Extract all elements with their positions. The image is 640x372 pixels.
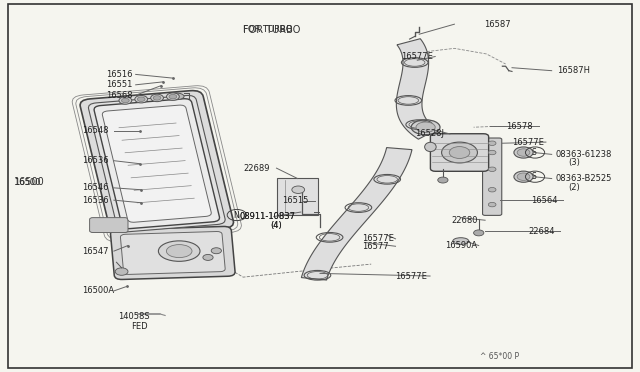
Circle shape [488,202,496,207]
Text: (2): (2) [568,183,580,192]
Text: 16577E: 16577E [362,234,394,243]
FancyBboxPatch shape [430,134,489,171]
Ellipse shape [159,241,200,261]
Text: 22689: 22689 [243,164,269,173]
Text: 16590A: 16590A [445,241,477,250]
Text: 16587: 16587 [484,20,511,29]
Text: (4): (4) [270,221,282,230]
Text: 16500: 16500 [14,177,45,187]
Text: 08363-61238: 08363-61238 [556,150,612,159]
FancyBboxPatch shape [483,138,502,215]
Text: (3): (3) [568,158,580,167]
Text: 16568: 16568 [106,91,132,100]
FancyBboxPatch shape [102,105,211,222]
FancyBboxPatch shape [80,91,234,237]
Circle shape [292,186,305,193]
Circle shape [166,93,179,100]
Circle shape [135,96,148,103]
FancyBboxPatch shape [88,96,225,232]
Text: 16516: 16516 [106,70,132,79]
Text: S: S [531,148,536,157]
Circle shape [488,141,496,145]
Circle shape [488,187,496,192]
Circle shape [442,142,477,163]
Text: 08911-10837: 08911-10837 [240,212,296,221]
Circle shape [122,98,129,103]
Circle shape [517,149,530,156]
Text: 16536: 16536 [82,156,109,165]
Text: 08363-B2525: 08363-B2525 [556,174,612,183]
Text: 16515: 16515 [282,196,308,205]
Text: 16500A: 16500A [82,286,114,295]
Text: 16500: 16500 [14,178,40,187]
Text: 16577E: 16577E [512,138,544,147]
Circle shape [514,147,533,158]
Text: 22680: 22680 [452,216,478,225]
Polygon shape [396,39,437,139]
Circle shape [449,147,470,158]
Circle shape [488,167,496,171]
Text: 16536: 16536 [82,196,109,205]
Text: 14058S: 14058S [118,312,150,321]
Ellipse shape [168,93,184,100]
Text: 16577: 16577 [362,242,388,251]
Circle shape [138,97,145,102]
Text: FED: FED [131,322,148,331]
Polygon shape [301,148,412,280]
Circle shape [474,230,484,236]
FancyBboxPatch shape [90,218,128,232]
Text: 16578: 16578 [506,122,532,131]
FancyBboxPatch shape [277,178,318,215]
Circle shape [119,97,132,104]
Circle shape [169,94,177,99]
FancyBboxPatch shape [111,227,235,279]
Text: 16577E: 16577E [401,52,433,61]
Text: FOR TURBO: FOR TURBO [243,25,301,35]
Text: 16551: 16551 [106,80,132,89]
Circle shape [514,171,533,182]
Text: FOR TURBO: FOR TURBO [243,25,292,34]
Text: 08911-10837: 08911-10837 [239,212,296,221]
Ellipse shape [425,142,436,152]
Text: 16564: 16564 [531,196,557,205]
Circle shape [115,268,128,275]
Text: 16546: 16546 [82,183,108,192]
Text: ^ 65*00 P: ^ 65*00 P [480,352,519,361]
Circle shape [517,173,530,180]
Ellipse shape [453,238,468,244]
Text: 16548: 16548 [82,126,108,135]
Text: N: N [233,211,239,219]
Circle shape [211,248,221,254]
Ellipse shape [416,122,435,132]
Circle shape [203,254,213,260]
Circle shape [150,94,163,102]
Text: 16577E: 16577E [396,272,428,280]
FancyBboxPatch shape [120,231,225,275]
Circle shape [488,150,496,155]
Text: (4): (4) [270,221,282,230]
Text: 16587H: 16587H [557,66,590,75]
Text: S: S [531,172,536,181]
Text: 22684: 22684 [529,227,555,236]
Text: 16547: 16547 [82,247,108,256]
Text: 16528J: 16528J [415,129,444,138]
Ellipse shape [412,120,440,135]
Circle shape [153,96,161,100]
Circle shape [438,177,448,183]
FancyBboxPatch shape [94,99,220,229]
Ellipse shape [166,245,192,257]
